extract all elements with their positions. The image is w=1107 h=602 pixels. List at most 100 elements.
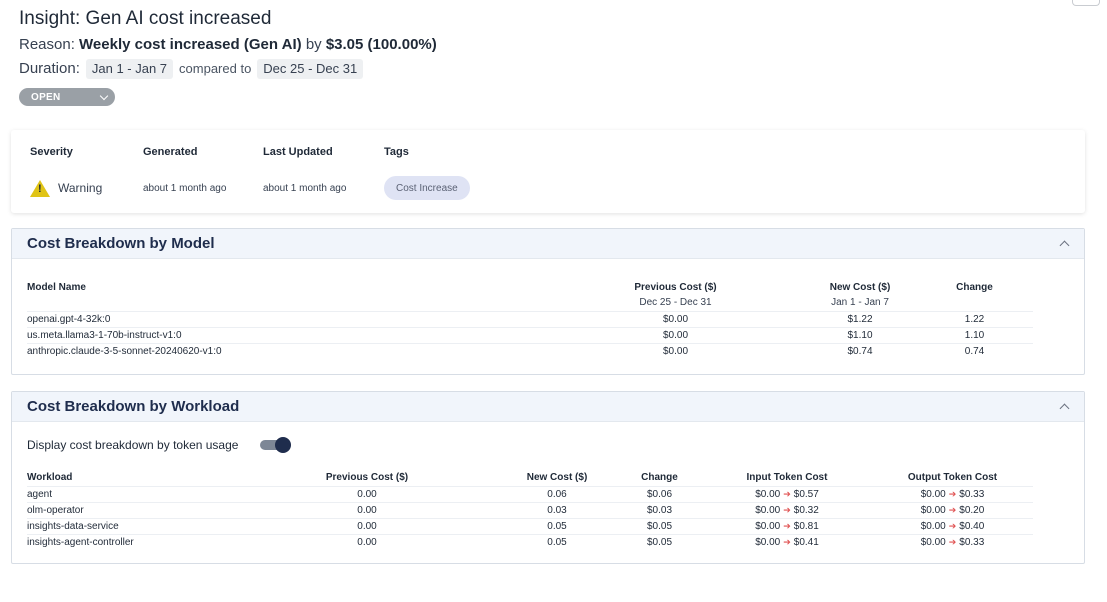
input-to: $0.81 [793, 520, 819, 532]
input-token-cell: $0.00 ➔ $0.32 [702, 501, 872, 518]
prev-cost-cell: 0.00 [237, 485, 497, 502]
new-cost-cell: 0.05 [497, 533, 617, 550]
status-dropdown[interactable]: OPEN [19, 88, 115, 106]
output-from: $0.00 [920, 520, 946, 532]
duration-label: Duration: [19, 60, 80, 77]
reason-text: Weekly cost increased (Gen AI) [79, 36, 302, 53]
table-row: insights-agent-controller 0.00 0.05 $0.0… [27, 533, 1033, 550]
table-row: insights-data-service 0.00 0.05 $0.05 $0… [27, 517, 1033, 534]
output-token-cell: $0.00 ➔ $0.20 [872, 501, 1033, 518]
toggle-knob [275, 437, 292, 453]
workload-cell: agent [27, 485, 237, 502]
table-row: us.meta.llama3-1-70b-instruct-v1:0 $0.00… [27, 326, 1033, 343]
prev-cost-cell: $0.00 [547, 326, 804, 343]
arrow-right-icon: ➔ [948, 504, 957, 515]
chevron-up-icon[interactable] [1059, 240, 1070, 251]
column-header: Model Name [27, 281, 86, 293]
input-from: $0.00 [755, 536, 781, 548]
reason-label: Reason: [19, 36, 75, 53]
change-cell: 1.10 [916, 326, 1033, 343]
new-cost-cell: $0.74 [804, 342, 916, 359]
output-to: $0.33 [959, 488, 985, 500]
output-to: $0.20 [959, 504, 985, 516]
output-from: $0.00 [920, 504, 946, 516]
input-from: $0.00 [755, 488, 781, 500]
change-cell: $0.05 [617, 517, 702, 534]
status-label: OPEN [31, 91, 61, 103]
input-to: $0.57 [793, 488, 819, 500]
arrow-right-icon: ➔ [948, 488, 957, 499]
workload-cell: insights-data-service [27, 517, 237, 534]
arrow-right-icon: ➔ [783, 504, 791, 515]
change-cell: $0.06 [617, 485, 702, 502]
insight-meta-card: Severity Warning Generated about 1 month… [11, 130, 1085, 213]
new-cost-cell: 0.03 [497, 501, 617, 518]
column-header: Previous Cost ($) [634, 281, 717, 293]
arrow-right-icon: ➔ [948, 536, 957, 547]
new-cost-cell: $1.22 [804, 310, 916, 327]
prev-range-cell: Dec 25 - Dec 31 [639, 297, 712, 309]
reason-amount: $3.05 (100.00%) [325, 36, 437, 53]
insight-duration: Duration: Jan 1 - Jan 7 compared to Dec … [19, 58, 437, 80]
model-panel-header[interactable]: Cost Breakdown by Model [12, 229, 1084, 259]
change-cell: 1.22 [916, 310, 1033, 327]
tag-chip[interactable]: Cost Increase [384, 176, 470, 200]
input-token-cell: $0.00 ➔ $0.57 [702, 485, 872, 502]
generated-value: about 1 month ago [143, 182, 227, 194]
new-range-cell: Jan 1 - Jan 7 [831, 297, 889, 309]
input-from: $0.00 [755, 504, 781, 516]
workload-panel-header[interactable]: Cost Breakdown by Workload [12, 392, 1084, 422]
subheader-cell [27, 295, 547, 311]
column-header: Output Token Cost [907, 472, 998, 484]
reason-by: by [305, 36, 322, 53]
column-header: Change [641, 472, 678, 484]
updated-value: about 1 month ago [263, 182, 347, 194]
new-cost-cell: 0.06 [497, 485, 617, 502]
compared-to-text: compared to [179, 61, 252, 76]
input-token-cell: $0.00 ➔ $0.41 [702, 533, 872, 550]
updated-header: Last Updated [263, 146, 333, 158]
top-right-button[interactable] [1072, 0, 1100, 6]
column-header: Workload [27, 472, 73, 484]
workload-table: Workload Previous Cost ($) New Cost ($) … [27, 470, 1033, 550]
severity-text: Warning [58, 181, 103, 195]
column-header: New Cost ($) [526, 472, 588, 484]
new-cost-cell: $1.10 [804, 326, 916, 343]
insight-reason: Reason: Weekly cost increased (Gen AI) b… [19, 34, 437, 56]
severity-column: Severity Warning [30, 146, 102, 197]
toggle-label: Display cost breakdown by token usage [27, 438, 239, 452]
token-usage-toggle-row: Display cost breakdown by token usage [27, 437, 292, 453]
prev-cost-cell: 0.00 [237, 533, 497, 550]
arrow-right-icon: ➔ [783, 536, 791, 547]
generated-header: Generated [143, 146, 198, 158]
column-header: Change [956, 281, 993, 293]
output-to: $0.33 [959, 536, 985, 548]
token-usage-toggle[interactable] [260, 437, 292, 453]
workload-cell: olm-operator [27, 501, 237, 518]
model-name-cell: us.meta.llama3-1-70b-instruct-v1:0 [27, 326, 547, 343]
output-token-cell: $0.00 ➔ $0.33 [872, 533, 1033, 550]
column-header: Input Token Cost [746, 472, 828, 484]
output-from: $0.00 [920, 536, 946, 548]
severity-header: Severity [30, 146, 73, 158]
prev-cost-cell: 0.00 [237, 501, 497, 518]
arrow-right-icon: ➔ [783, 520, 791, 531]
subheader-cell [916, 295, 1033, 311]
updated-column: Last Updated about 1 month ago [263, 146, 346, 194]
output-from: $0.00 [920, 488, 946, 500]
input-token-cell: $0.00 ➔ $0.81 [702, 517, 872, 534]
model-name-cell: openai.gpt-4-32k:0 [27, 310, 547, 327]
model-breakdown-panel: Cost Breakdown by Model Model Name Previ… [11, 228, 1085, 375]
arrow-right-icon: ➔ [783, 488, 791, 499]
warning-icon [30, 179, 50, 197]
severity-value: Warning [30, 176, 102, 200]
table-row: anthropic.claude-3-5-sonnet-20240620-v1:… [27, 342, 1033, 359]
workload-breakdown-panel: Cost Breakdown by Workload Display cost … [11, 391, 1085, 564]
workload-cell: insights-agent-controller [27, 533, 237, 550]
generated-column: Generated about 1 month ago [143, 146, 226, 194]
tags-value: Cost Increase [384, 176, 470, 200]
input-to: $0.41 [793, 536, 819, 548]
model-panel-title: Cost Breakdown by Model [27, 235, 215, 252]
chevron-up-icon[interactable] [1059, 403, 1070, 414]
input-from: $0.00 [755, 520, 781, 532]
